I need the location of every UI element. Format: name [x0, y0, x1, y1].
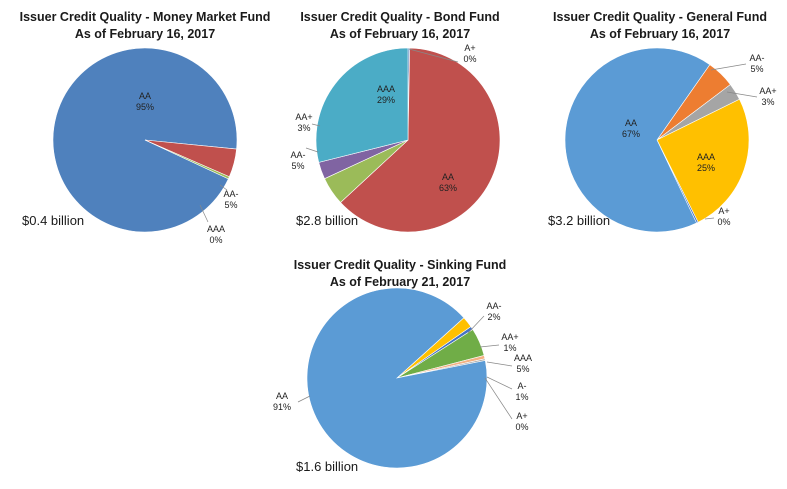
leader-line [199, 204, 209, 223]
slice-percent: 2% [487, 312, 500, 322]
slice-percent: 5% [224, 200, 237, 210]
slice-label: AAA [697, 152, 715, 162]
slice-label: AAA [514, 353, 532, 363]
leader-line [297, 395, 311, 403]
leader-line [486, 361, 513, 367]
slice-percent: 29% [377, 95, 395, 105]
slice-label: A- [518, 381, 527, 391]
slice-percent: 0% [515, 422, 528, 432]
chart-subtitle: As of February 16, 2017 [329, 27, 471, 41]
slice-label: AA [139, 91, 151, 101]
chart-title: Issuer Credit Quality - Money Market Fun… [0, 9, 290, 43]
chart-title-line: Issuer Credit Quality - Money Market Fun… [19, 10, 271, 24]
slice-label: A+ [516, 411, 527, 421]
leader-line [704, 217, 715, 220]
leader-line [484, 377, 513, 420]
slice-percent: 3% [297, 123, 310, 133]
leader-line [710, 63, 747, 71]
chart-title-line: Issuer Credit Quality - General Fund [553, 10, 767, 24]
slice-label: AA [276, 391, 288, 401]
leader-line [467, 315, 485, 334]
slice-label: AA+ [295, 112, 312, 122]
slice-percent: 0% [209, 235, 222, 245]
pie-slice-aa [340, 47, 501, 233]
slice-percent: 1% [503, 343, 516, 353]
slice-label: AA- [223, 189, 238, 199]
slice-percent: 91% [273, 402, 291, 412]
chart-title: Issuer Credit Quality - Bond Fund As of … [280, 9, 520, 43]
slice-label: A+ [718, 206, 729, 216]
slice-percent: 5% [750, 64, 763, 74]
leader-line [219, 184, 228, 191]
slice-percent: 0% [717, 217, 730, 227]
leader-line [408, 48, 459, 63]
slice-label: AA [442, 172, 454, 182]
leader-line [305, 147, 319, 153]
pie-slice-aa [564, 47, 711, 233]
chart-title-line: Issuer Credit Quality - Sinking Fund [293, 258, 507, 272]
chart-title: Issuer Credit Quality - Sinking Fund As … [280, 257, 520, 291]
pie-slice-aaa [656, 98, 750, 223]
chart-subtitle: As of February 16, 2017 [589, 27, 731, 41]
slice-label: AA- [749, 53, 764, 63]
fund-total: $2.8 billion [296, 213, 359, 228]
slice-label: AA- [486, 301, 501, 311]
leader-line [486, 376, 513, 390]
slice-label: AA [625, 118, 637, 128]
slice-percent: 95% [136, 102, 154, 112]
chart-title: Issuer Credit Quality - General Fund As … [540, 9, 780, 43]
slice-label: A+ [464, 43, 475, 53]
slice-percent: 67% [622, 129, 640, 139]
slice-percent: 1% [515, 392, 528, 402]
pie-slice-aaa [315, 47, 409, 163]
chart-subtitle: As of February 21, 2017 [329, 275, 471, 289]
slice-label: AAA [207, 224, 225, 234]
slice-percent: 63% [439, 183, 457, 193]
slice-label: AA+ [759, 86, 776, 96]
leader-line [726, 91, 758, 98]
fund-total: $0.4 billion [22, 213, 85, 228]
pie-slice-aa [306, 287, 488, 469]
slice-percent: 25% [697, 163, 715, 173]
slice-percent: 5% [516, 364, 529, 374]
slice-percent: 3% [761, 97, 774, 107]
leader-line [311, 123, 321, 127]
fund-total: $3.2 billion [548, 213, 611, 228]
pie-slice-aa [52, 47, 238, 233]
chart-title-line: Issuer Credit Quality - Bond Fund [300, 10, 500, 24]
leader-line [479, 344, 500, 348]
slice-label: AAA [377, 84, 395, 94]
slice-label: AA- [290, 150, 305, 160]
slice-percent: 5% [291, 161, 304, 171]
slice-label: AA+ [501, 332, 518, 342]
slice-percent: 0% [463, 54, 476, 64]
pie-slice-aaa [144, 139, 230, 180]
chart-subtitle: As of February 16, 2017 [74, 27, 216, 41]
fund-total: $1.6 billion [296, 459, 359, 474]
